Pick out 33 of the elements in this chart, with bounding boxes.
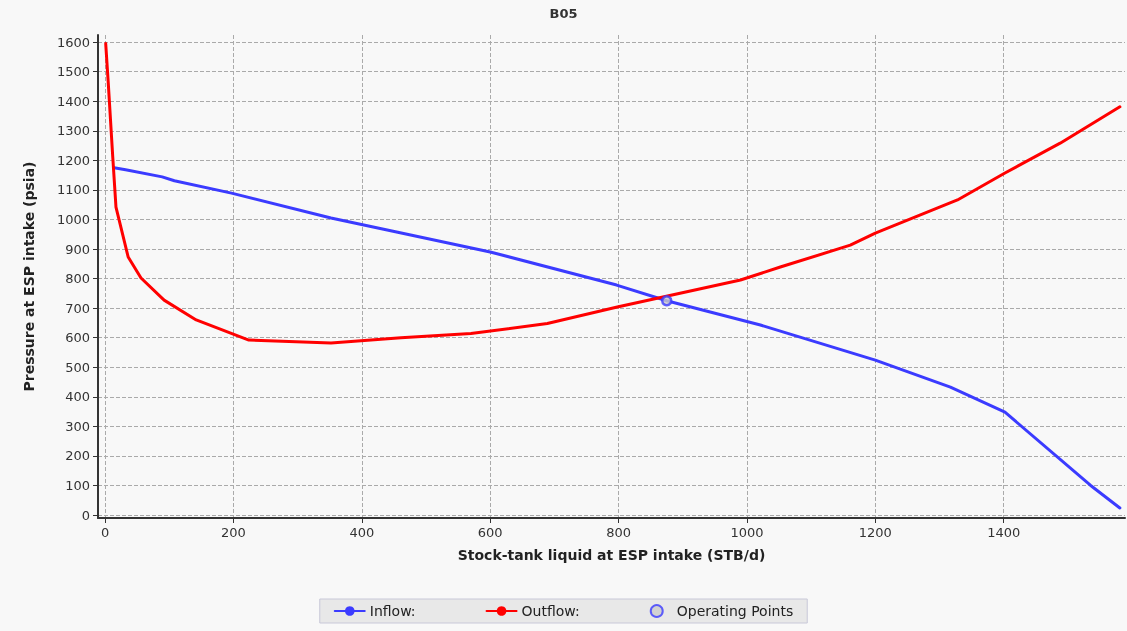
y-axis-title: Pressure at ESP intake (psia)	[21, 161, 37, 392]
line-series	[112, 166, 1122, 510]
y-tick-label: 900	[65, 241, 90, 257]
y-tick-label: 1100	[56, 182, 90, 198]
y-tick-label: 1500	[56, 64, 90, 80]
y-tick-label: 1600	[56, 34, 90, 50]
y-tick-label: 600	[65, 330, 90, 346]
x-tick-label: 200	[221, 525, 246, 540]
y-tick-label: 500	[65, 359, 90, 375]
y-tick-label: 200	[65, 448, 90, 464]
y-tick-label: 1300	[56, 123, 90, 139]
x-axis-title: Stock-tank liquid at ESP intake (STB/d)	[457, 547, 766, 563]
y-tick-label: 0	[81, 507, 90, 523]
y-tick-label: 400	[65, 389, 90, 405]
legend-label: Operating Points	[676, 603, 794, 619]
x-tick-label: 1200	[858, 525, 892, 540]
y-tick-label: 1200	[56, 152, 90, 168]
x-tick-label: 1000	[730, 525, 764, 540]
y-tick-label: 800	[65, 271, 90, 287]
y-tick-label: 700	[65, 300, 90, 316]
legend-label: Outflow:	[521, 603, 580, 619]
chart-title: B05	[549, 6, 578, 21]
line-series	[104, 42, 1122, 345]
y-tick-label: 100	[65, 477, 90, 493]
y-tick-label: 1400	[56, 93, 90, 109]
legend-label: Inflow:	[369, 603, 416, 619]
y-tick-label: 1000	[56, 211, 90, 227]
y-tick-label: 300	[65, 418, 90, 434]
x-tick-label: 0	[100, 525, 110, 540]
x-tick-label: 400	[349, 525, 375, 540]
x-tick-label: 800	[606, 525, 631, 540]
x-tick-label: 1400	[987, 525, 1021, 540]
x-tick-label: 600	[477, 525, 503, 540]
